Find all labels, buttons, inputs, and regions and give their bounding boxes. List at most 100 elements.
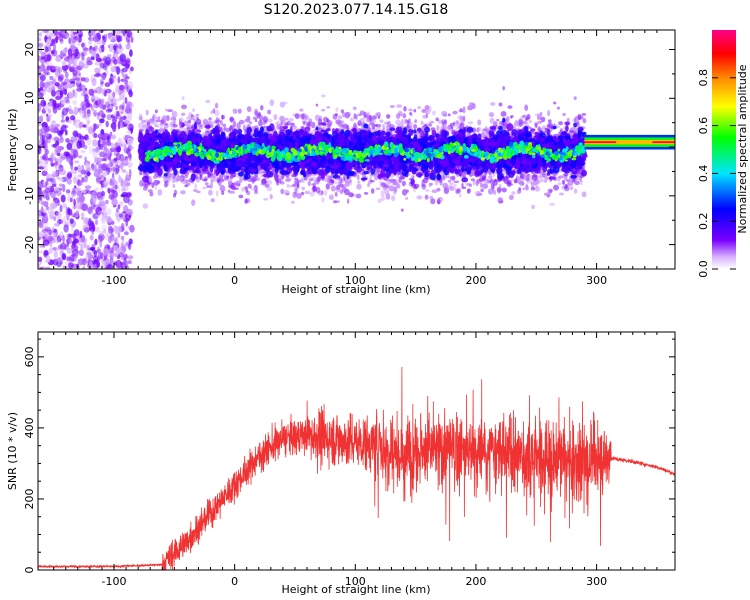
- spectrogram-cell: [104, 248, 110, 253]
- spectrogram-cell: [497, 187, 502, 194]
- spectrogram-cell: [99, 118, 105, 124]
- spectrogram-cell: [413, 109, 417, 113]
- spectrogram-cell: [121, 169, 127, 173]
- spectrogram-cell: [315, 103, 319, 107]
- spectrogram-cell: [292, 183, 296, 187]
- spectrogram-cell: [357, 180, 361, 184]
- spectrogram-cell: [94, 164, 98, 172]
- spectrogram-cell: [117, 204, 121, 210]
- spectrogram-cell: [428, 123, 432, 127]
- spectrogram-cell: [130, 66, 134, 72]
- spectrogram-cell: [119, 201, 124, 207]
- spectrogram-cell: [476, 127, 480, 133]
- spectrogram-cell: [97, 99, 104, 106]
- spectrogram-cell: [294, 177, 299, 181]
- spectrogram-cell: [68, 262, 74, 269]
- spectrogram-cell: [330, 185, 336, 192]
- spectrogram-cell: [104, 232, 109, 241]
- spectrogram-cell: [86, 244, 90, 251]
- spectrogram-cell: [172, 184, 176, 188]
- spectrogram-cell: [123, 119, 130, 124]
- spectrogram-cell: [81, 203, 88, 212]
- spectrogram-cell: [55, 35, 59, 44]
- spectrogram-cell: [229, 185, 236, 190]
- spectrogram-cell: [59, 136, 64, 144]
- spectrogram-cell: [477, 119, 482, 126]
- spectrogram-cell: [468, 121, 474, 125]
- spectrogram-cell: [75, 88, 82, 92]
- spectrogram-cell: [45, 31, 53, 38]
- spectrogram-cell: [115, 152, 121, 161]
- spectrogram-cell: [75, 210, 80, 216]
- spectrogram-cell: [114, 171, 118, 175]
- spectrogram-cell: [76, 179, 82, 187]
- spectrogram-cell: [112, 115, 117, 125]
- spectrogram-marks: [38, 22, 675, 269]
- spectrogram-cell: [43, 201, 49, 208]
- spectrogram-cell: [497, 197, 503, 204]
- spectrogram-cell: [251, 179, 255, 184]
- spectrogram-cell: [95, 53, 100, 61]
- spectrogram-cell: [81, 212, 85, 218]
- spectrogram-cell: [62, 53, 67, 57]
- spectrogram-cell: [125, 103, 131, 110]
- spectrogram-cell: [44, 266, 51, 269]
- spectrogram-cell: [180, 190, 186, 195]
- spectrogram-cell: [44, 148, 49, 155]
- spectrogram-cell: [105, 120, 109, 128]
- spectrogram-cell: [74, 160, 80, 164]
- spectrogram-cell: [120, 242, 124, 249]
- spectrogram-cell: [86, 137, 92, 146]
- spectrogram-cell: [129, 224, 135, 233]
- spectrogram-cell: [72, 174, 79, 182]
- spectrogram-cell: [402, 113, 407, 119]
- spectrogram-cell: [68, 91, 74, 100]
- spectrogram-cell: [128, 168, 132, 178]
- spectrogram-cell: [52, 99, 57, 108]
- spectrogram-cell: [113, 45, 117, 51]
- spectrogram-cell: [41, 139, 45, 145]
- spectrogram-cell: [267, 118, 273, 123]
- spectrogram-cell: [39, 81, 45, 89]
- spectrogram-cell: [122, 115, 127, 121]
- spectrogram-cell: [66, 157, 71, 162]
- spectrogram-cell: [70, 115, 76, 121]
- spectrogram-cell: [91, 165, 97, 171]
- spectrogram-cell: [163, 182, 168, 188]
- spectrogram-cell: [92, 139, 98, 147]
- spectrogram-cell: [67, 139, 74, 146]
- spectrogram-cell: [58, 218, 62, 225]
- spectrogram-cell: [56, 219, 64, 225]
- spectrogram-cell: [53, 30, 59, 36]
- spectrogram-cell: [439, 179, 443, 186]
- spectrogram-cell: [190, 114, 194, 118]
- spectrogram-cell: [115, 167, 120, 174]
- spectrogram-cell: [273, 114, 278, 121]
- spectrogram-cell: [80, 243, 84, 251]
- spectrogram-cell: [302, 121, 306, 126]
- spectrogram-cell: [431, 189, 438, 193]
- spectrogram-cell: [202, 186, 207, 190]
- spectrogram-cell: [73, 205, 77, 210]
- spectrogram-cell: [111, 36, 115, 42]
- spectrogram-cell: [127, 161, 133, 168]
- spectrogram-cell: [115, 164, 120, 172]
- spectrogram-cell: [101, 44, 105, 53]
- spectrogram-cell: [74, 48, 79, 57]
- spectrogram-cell: [127, 199, 133, 206]
- spectrogram-cell: [55, 56, 62, 63]
- spectrogram-cell: [380, 196, 386, 201]
- spectrogram-cell: [42, 30, 44, 31]
- spectrogram-cell: [84, 22, 91, 28]
- spectrogram-cell: [374, 174, 379, 181]
- spectrogram-cell: [403, 106, 407, 112]
- spectrogram-cell: [422, 115, 427, 119]
- spectrogram-cell: [111, 179, 118, 189]
- spectrogram-cell: [113, 190, 118, 199]
- spectrogram-cell: [528, 119, 532, 124]
- spectrogram-cell: [127, 225, 133, 230]
- spectrogram-cell: [127, 255, 134, 260]
- spectrogram-cell: [411, 174, 414, 179]
- spectrogram-cell: [47, 115, 51, 120]
- spectrogram-cell: [96, 246, 100, 254]
